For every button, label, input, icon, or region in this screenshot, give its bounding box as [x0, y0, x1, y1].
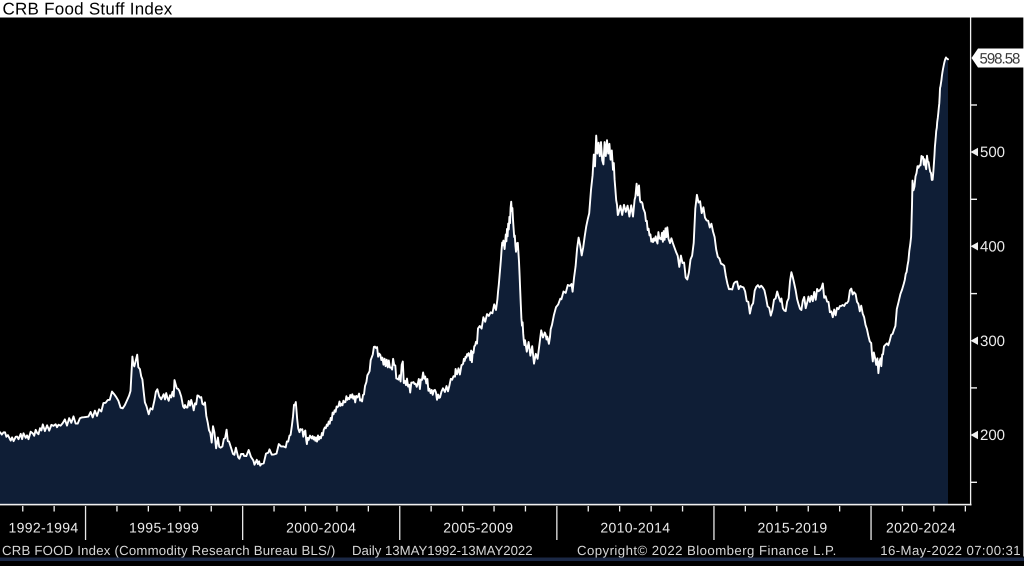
svg-text:2010-2014: 2010-2014 — [600, 520, 670, 536]
svg-text:CRB Food Stuff Index: CRB Food Stuff Index — [3, 0, 173, 19]
svg-text:1995-1999: 1995-1999 — [129, 520, 199, 536]
svg-text:2015-2019: 2015-2019 — [757, 520, 827, 536]
svg-text:1992-1994: 1992-1994 — [8, 520, 78, 536]
svg-text:Daily 13MAY1992-13MAY2022: Daily 13MAY1992-13MAY2022 — [352, 543, 533, 558]
svg-text:Copyright© 2022 Bloomberg Fina: Copyright© 2022 Bloomberg Finance L.P. — [577, 543, 837, 558]
svg-text:300: 300 — [980, 333, 1005, 350]
svg-text:16-May-2022 07:00:31: 16-May-2022 07:00:31 — [880, 543, 1021, 558]
svg-text:500: 500 — [980, 144, 1005, 161]
svg-text:2005-2009: 2005-2009 — [443, 520, 513, 536]
svg-text:2020-2024: 2020-2024 — [886, 520, 956, 536]
svg-text:2000-2004: 2000-2004 — [286, 520, 356, 536]
svg-text:200: 200 — [980, 427, 1005, 444]
svg-text:400: 400 — [980, 239, 1005, 256]
svg-text:CRB FOOD Index (Commodity Rese: CRB FOOD Index (Commodity Research Burea… — [2, 543, 336, 558]
svg-text:598.58: 598.58 — [980, 50, 1021, 67]
